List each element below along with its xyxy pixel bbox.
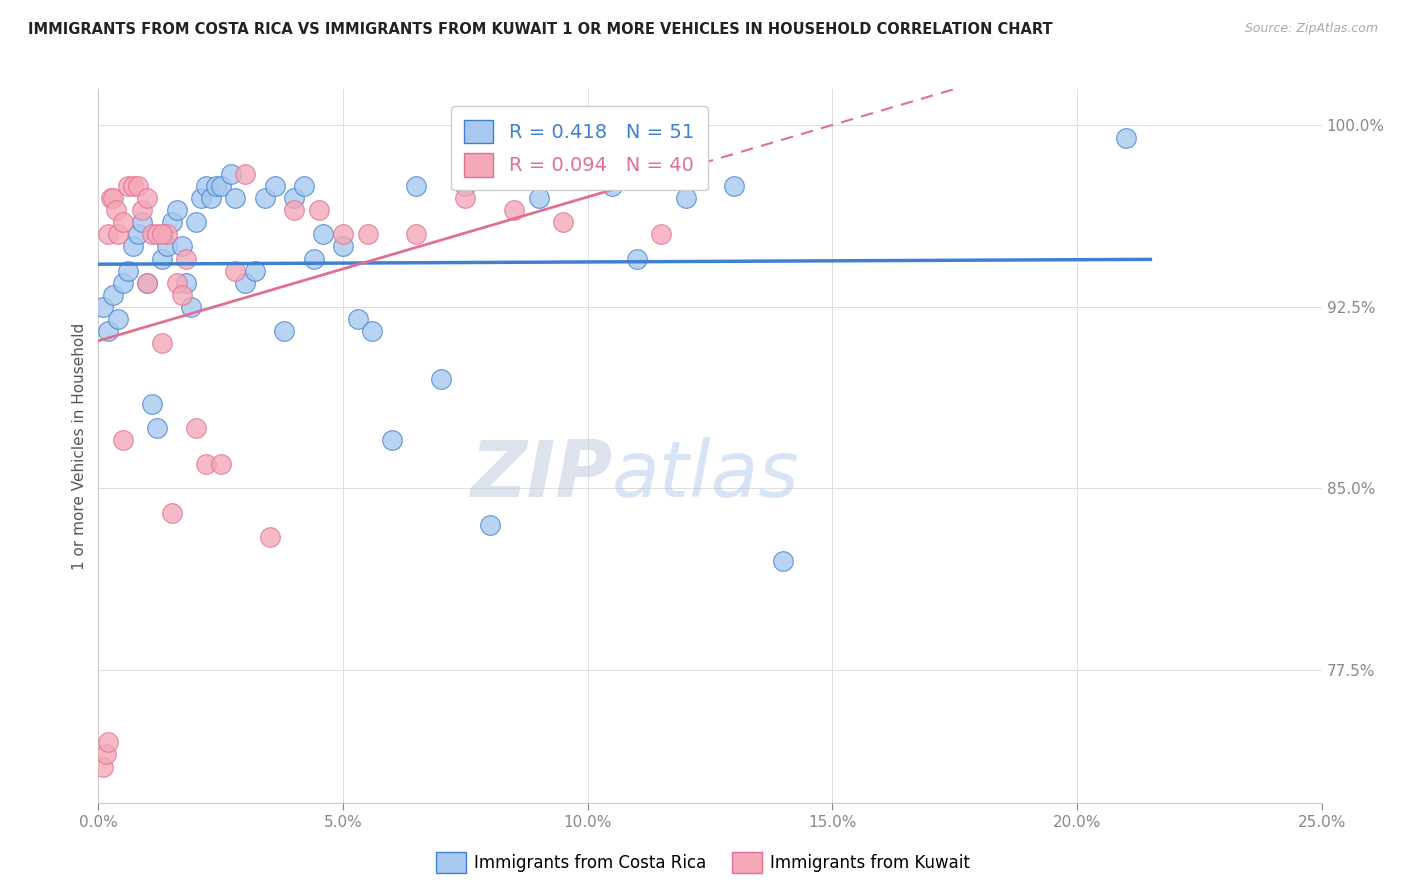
- Point: [224, 263, 246, 277]
- Point: [209, 457, 232, 471]
- Text: Source: ZipAtlas.com: Source: ZipAtlas.com: [1244, 22, 1378, 36]
- Point: [166, 203, 188, 218]
- Point: [209, 178, 232, 193]
- Point: [121, 239, 143, 253]
- Point: [91, 300, 114, 314]
- Point: [146, 421, 169, 435]
- Point: [263, 178, 285, 193]
- Point: [97, 227, 120, 242]
- Point: [454, 178, 477, 193]
- Point: [675, 191, 697, 205]
- Point: [283, 203, 305, 218]
- Legend: Immigrants from Costa Rica, Immigrants from Kuwait: Immigrants from Costa Rica, Immigrants f…: [429, 846, 977, 880]
- Point: [101, 191, 124, 205]
- Point: [127, 227, 149, 242]
- Point: [430, 372, 453, 386]
- Point: [141, 397, 163, 411]
- Point: [186, 215, 208, 229]
- Point: [205, 178, 228, 193]
- Point: [503, 203, 526, 218]
- Point: [527, 191, 550, 205]
- Point: [97, 735, 120, 749]
- Point: [176, 252, 198, 266]
- Point: [478, 517, 501, 532]
- Point: [156, 227, 179, 242]
- Point: [170, 239, 193, 253]
- Point: [91, 759, 114, 773]
- Y-axis label: 1 or more Vehicles in Household: 1 or more Vehicles in Household: [72, 322, 87, 570]
- Point: [117, 263, 139, 277]
- Point: [253, 191, 276, 205]
- Point: [94, 747, 117, 762]
- Point: [600, 178, 623, 193]
- Point: [97, 324, 120, 338]
- Text: IMMIGRANTS FROM COSTA RICA VS IMMIGRANTS FROM KUWAIT 1 OR MORE VEHICLES IN HOUSE: IMMIGRANTS FROM COSTA RICA VS IMMIGRANTS…: [28, 22, 1053, 37]
- Point: [190, 191, 212, 205]
- Point: [312, 227, 335, 242]
- Point: [107, 227, 129, 242]
- Point: [346, 312, 368, 326]
- Point: [200, 191, 222, 205]
- Point: [195, 457, 218, 471]
- Point: [131, 203, 153, 218]
- Point: [136, 276, 159, 290]
- Point: [127, 178, 149, 193]
- Point: [626, 252, 648, 266]
- Point: [180, 300, 202, 314]
- Point: [650, 227, 672, 242]
- Point: [186, 421, 208, 435]
- Point: [405, 178, 427, 193]
- Point: [219, 167, 242, 181]
- Point: [150, 252, 173, 266]
- Point: [405, 227, 427, 242]
- Point: [195, 178, 218, 193]
- Point: [160, 215, 183, 229]
- Point: [283, 191, 305, 205]
- Point: [259, 530, 281, 544]
- Point: [170, 288, 193, 302]
- Point: [1115, 130, 1137, 145]
- Point: [166, 276, 188, 290]
- Text: atlas: atlas: [612, 436, 800, 513]
- Point: [361, 324, 384, 338]
- Point: [233, 167, 256, 181]
- Legend: R = 0.418   N = 51, R = 0.094   N = 40: R = 0.418 N = 51, R = 0.094 N = 40: [451, 106, 707, 191]
- Point: [308, 203, 330, 218]
- Point: [101, 288, 124, 302]
- Point: [150, 227, 173, 242]
- Point: [772, 554, 794, 568]
- Point: [121, 178, 143, 193]
- Point: [233, 276, 256, 290]
- Point: [156, 239, 179, 253]
- Point: [454, 191, 477, 205]
- Point: [111, 433, 134, 447]
- Point: [381, 433, 404, 447]
- Point: [104, 203, 127, 218]
- Point: [136, 191, 159, 205]
- Point: [111, 276, 134, 290]
- Point: [131, 215, 153, 229]
- Point: [111, 215, 134, 229]
- Point: [553, 215, 575, 229]
- Point: [117, 178, 139, 193]
- Point: [136, 276, 159, 290]
- Point: [146, 227, 169, 242]
- Point: [273, 324, 295, 338]
- Point: [723, 178, 745, 193]
- Point: [141, 227, 163, 242]
- Point: [292, 178, 315, 193]
- Point: [160, 506, 183, 520]
- Point: [356, 227, 378, 242]
- Point: [176, 276, 198, 290]
- Point: [107, 312, 129, 326]
- Point: [150, 336, 173, 351]
- Point: [332, 239, 354, 253]
- Point: [100, 191, 122, 205]
- Point: [243, 263, 266, 277]
- Text: ZIP: ZIP: [470, 436, 612, 513]
- Point: [224, 191, 246, 205]
- Point: [332, 227, 354, 242]
- Point: [302, 252, 325, 266]
